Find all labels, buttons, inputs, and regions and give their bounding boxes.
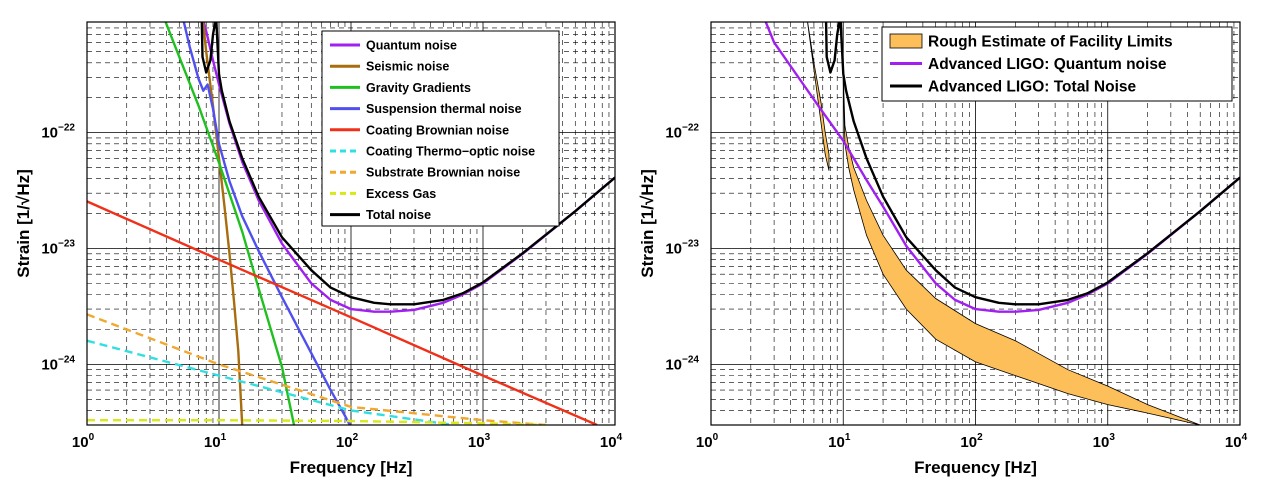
legend-label-advanced-ligo-quantum-noise: Advanced LIGO: Quantum noise [928, 56, 1167, 73]
band-rough-estimate-of-facility-limits-0 [807, 22, 830, 171]
x-tick-label: 102 [960, 432, 983, 451]
series-line-substrate-brownian-noise [87, 313, 547, 425]
x-tick-label: 100 [696, 432, 719, 451]
legend-label-advanced-ligo-total-noise: Advanced LIGO: Total Noise [928, 79, 1137, 96]
x-tick-label: 101 [828, 432, 851, 451]
legend: Rough Estimate of Facility Limits Advance… [881, 26, 1233, 102]
y-tick-label: 10−22 [665, 123, 699, 142]
y-tick-label: 10−24 [665, 354, 699, 373]
series-line-excess-gas [87, 419, 547, 425]
x-axis-label: Frequency [Hz] [914, 458, 1037, 477]
legend-swatch-rough-estimate-of-facility-limits [889, 33, 923, 49]
x-tick-label: 104 [600, 432, 623, 451]
legend-label-gravity-gradients: Gravity Gradients [366, 81, 471, 95]
y-tick-label: 10−23 [41, 238, 75, 257]
right-chart-panel: 100 101 102 103 104 10−24 10−23 10−22 Frequency … [638, 21, 1248, 477]
x-tick-label: 104 [1225, 432, 1248, 451]
plot-area [764, 22, 1240, 425]
series-line-coating-brownian-noise [87, 200, 598, 425]
legend-label-coating-brownian-noise: Coating Brownian noise [366, 123, 509, 137]
legend-box [321, 30, 560, 227]
y-axis-label: Strain [1/√Hz] [14, 169, 33, 278]
series-line-suspension-thermal-noise [182, 22, 351, 425]
series-line-seismic-noise [201, 22, 244, 425]
series-line-advanced-ligo-total-noise [824, 22, 1240, 306]
legend-label-excess-gas: Excess Gas [366, 187, 436, 201]
legend-label-quantum-noise: Quantum noise [366, 39, 457, 53]
band-rough-estimate-of-facility-limits-1 [841, 22, 1201, 425]
x-tick-label: 103 [1093, 432, 1116, 451]
axes-frame [710, 21, 1241, 426]
legend: Quantum noise Seismic noise Gravity Gradie… [321, 30, 560, 227]
legend-label-coating-thermo-optic-noise: Coating Thermo−optic noise [366, 145, 535, 159]
y-tick-label: 10−22 [41, 123, 75, 142]
x-tick-label: 102 [336, 432, 359, 451]
y-tick-label: 10−23 [665, 238, 699, 257]
left-chart-panel: 100 101 102 103 104 10−24 10−23 10−22 Frequency … [14, 21, 623, 477]
plot-area [87, 22, 615, 425]
legend-label-total-noise: Total noise [366, 208, 431, 222]
y-tick-label: 10−24 [41, 354, 75, 373]
x-tick-label: 100 [72, 432, 95, 451]
legend-label-rough-estimate-of-facility-limits: Rough Estimate of Facility Limits [928, 34, 1173, 51]
legend-box [881, 26, 1233, 102]
y-axis-label: Strain [1/√Hz] [638, 169, 657, 278]
series-line-gravity-gradients [164, 22, 296, 425]
axes-frame [86, 21, 616, 426]
x-axis-label: Frequency [Hz] [290, 458, 413, 477]
x-tick-label: 103 [468, 432, 491, 451]
legend-label-suspension-thermal-noise: Suspension thermal noise [366, 102, 522, 116]
legend-label-substrate-brownian-noise: Substrate Brownian noise [366, 166, 520, 180]
series-line-total-noise [200, 22, 615, 306]
x-tick-label: 101 [204, 432, 227, 451]
series-line-coating-thermo-optic-noise [87, 339, 454, 425]
legend-label-seismic-noise: Seismic noise [366, 60, 449, 74]
